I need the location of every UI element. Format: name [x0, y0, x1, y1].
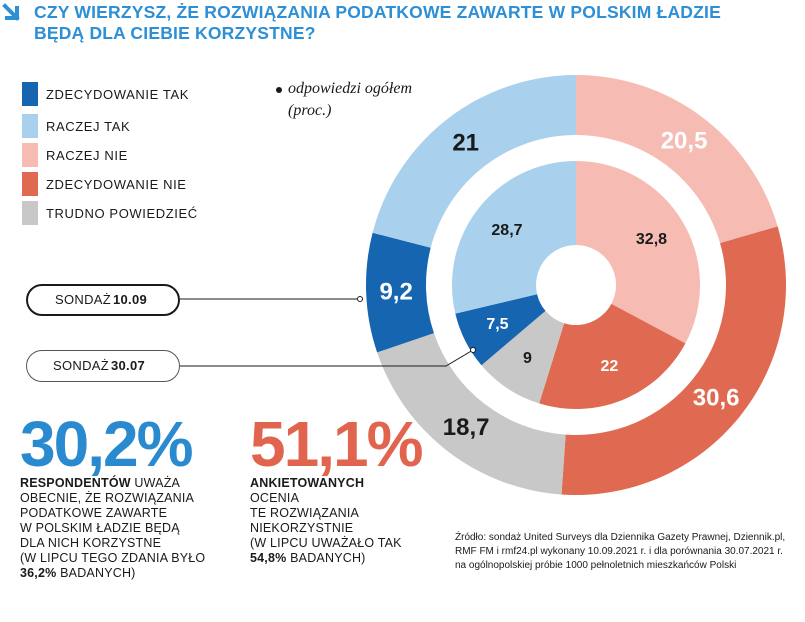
connector-line	[180, 349, 474, 367]
slice-labels: 20,5 30,6 18,7 9,2 21 32,8 22 9 7,5 28,7	[379, 128, 739, 442]
desc-text: BADANYCH)	[56, 566, 136, 580]
desc-text: UWAŻA	[130, 476, 181, 490]
title-line-2: BĘDĄ DLA CIEBIE KORZYSTNE?	[34, 23, 316, 43]
outer-slice-zdecydowanie-nie	[561, 226, 786, 495]
outer-slice-zdecydowanie-tak	[366, 232, 434, 353]
survey-date: 30.07	[111, 358, 146, 373]
legend-label: ZDECYDOWANIE NIE	[46, 177, 187, 192]
legend-swatch	[22, 201, 38, 225]
outer-data-label: 9,2	[379, 278, 412, 305]
bullet-icon	[276, 87, 282, 93]
outer-ring	[366, 75, 786, 495]
outer-data-label: 30,6	[693, 384, 740, 411]
stat-favorable-description: RESPONDENTÓW UWAŻA OBECNIE, ŻE ROZWIĄZAN…	[20, 476, 205, 581]
inner-data-label: 9	[523, 350, 532, 367]
desc-text: NIEKORZYSTNIE	[250, 521, 354, 535]
desc-bold: RESPONDENTÓW	[20, 476, 131, 490]
legend-swatch	[22, 114, 38, 138]
outer-data-label: 18,7	[443, 414, 490, 441]
legend-item-raczej-nie: RACZEJ NIE	[22, 143, 262, 167]
legend-label: RACZEJ TAK	[46, 119, 131, 134]
stat-unfavorable-description: ANKIETOWANYCH OCENIA TE ROZWIĄZANIA NIEK…	[250, 476, 402, 566]
survey-prefix: SONDAŻ	[53, 358, 109, 373]
survey-label-30-07: SONDAŻ 30.07	[26, 350, 180, 382]
connector-dot	[357, 296, 363, 302]
inner-data-label: 7,5	[486, 316, 508, 333]
note-line-1: odpowiedzi ogółem	[288, 80, 412, 97]
legend-label: TRUDNO POWIEDZIEĆ	[46, 206, 198, 221]
connector-dot	[470, 347, 476, 353]
arrow-down-right-icon	[2, 3, 20, 21]
stat-unfavorable-value: 51,1%	[250, 408, 423, 480]
desc-bold: 36,2%	[20, 566, 57, 580]
desc-text: OCENIA	[250, 491, 300, 505]
survey-prefix: SONDAŻ	[55, 292, 111, 307]
connectors	[180, 296, 476, 367]
legend-item-raczej-tak: RACZEJ TAK	[22, 114, 262, 138]
desc-text: (W LIPCU UWAŻAŁO TAK	[250, 536, 402, 550]
survey-date: 10.09	[113, 292, 148, 307]
inner-slice-raczej-nie	[576, 161, 701, 344]
outer-data-label: 21	[452, 129, 479, 156]
legend-swatch	[22, 82, 38, 106]
desc-text: W POLSKIM ŁADZIE BĘDĄ	[20, 521, 180, 535]
inner-data-label: 28,7	[491, 222, 522, 239]
desc-text: PODATKOWE ZAWARTE	[20, 506, 168, 520]
source-line: RMF FM i rmf24.pl wykonany 10.09.2021 r.…	[455, 546, 783, 557]
desc-bold: 54,8%	[250, 551, 287, 565]
inner-data-label: 22	[601, 358, 619, 375]
legend-item-zdecydowanie-nie: ZDECYDOWANIE NIE	[22, 172, 262, 196]
source-note: Źródło: sondaż United Surveys dla Dzienn…	[455, 531, 785, 573]
legend-label: RACZEJ NIE	[46, 148, 128, 163]
outer-data-label: 20,5	[661, 128, 708, 155]
legend-swatch	[22, 143, 38, 167]
chart-title: CZY WIERZYSZ, ŻE ROZWIĄZANIA PODATKOWE Z…	[34, 2, 721, 44]
desc-text: DLA NICH KORZYSTNE	[20, 536, 162, 550]
source-line: na ogólnopolskiej próbie 1000 pełnoletni…	[455, 560, 737, 571]
source-line: Źródło: sondaż United Surveys dla Dzienn…	[455, 532, 786, 543]
note-line-2: (proc.)	[288, 102, 332, 119]
legend-item-zdecydowanie-tak: ZDECYDOWANIE TAK	[22, 82, 262, 106]
legend-swatch	[22, 172, 38, 196]
outer-slice-raczej-tak	[372, 75, 576, 248]
title-line-1: CZY WIERZYSZ, ŻE ROZWIĄZANIA PODATKOWE Z…	[34, 2, 721, 22]
inner-slice-raczej-tak	[452, 161, 576, 314]
inner-slice-zdecydowanie-nie	[539, 303, 686, 409]
desc-text: OBECNIE, ŻE ROZWIĄZANIA	[20, 491, 195, 505]
inner-data-label: 32,8	[636, 231, 667, 248]
outer-slice-trudno-powiedzieć	[377, 333, 566, 495]
desc-text: (W LIPCU TEGO ZDANIA BYŁO	[20, 551, 206, 565]
inner-slice-trudno-powiedzieć	[481, 310, 565, 404]
desc-text: BADANYCH)	[286, 551, 366, 565]
inner-slice-zdecydowanie-tak	[455, 294, 546, 366]
desc-text: TE ROZWIĄZANIA	[250, 506, 360, 520]
survey-label-10-09: SONDAŻ 10.09	[26, 284, 180, 316]
stat-favorable-value: 30,2%	[20, 408, 193, 480]
legend-label: ZDECYDOWANIE TAK	[46, 87, 189, 102]
inner-ring	[452, 161, 701, 409]
desc-bold: ANKIETOWANYCH	[250, 476, 365, 490]
legend-item-trudno-powiedziec: TRUDNO POWIEDZIEĆ	[22, 201, 262, 225]
outer-slice-raczej-nie	[576, 75, 778, 244]
